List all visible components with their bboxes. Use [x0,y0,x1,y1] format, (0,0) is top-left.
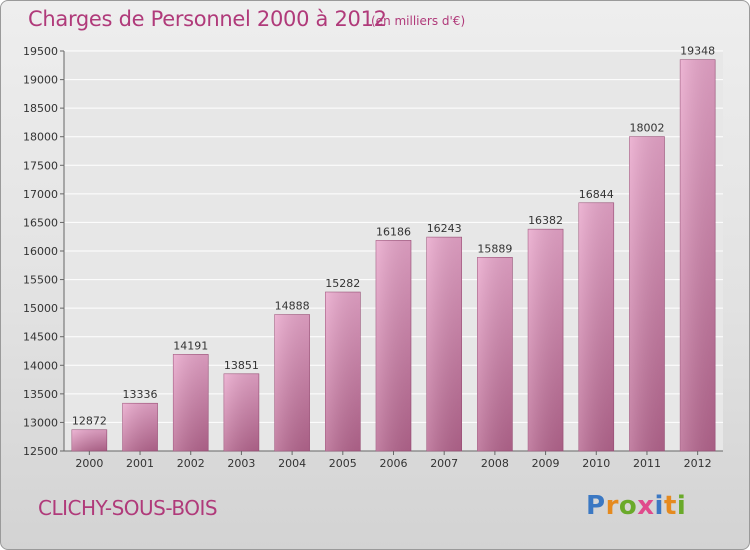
location-label: CLICHY-SOUS-BOIS [38,496,218,520]
x-tick-label: 2003 [227,457,255,470]
bar-shade [528,229,564,451]
x-tick-label: 2004 [278,457,306,470]
x-tick-label: 2011 [633,457,661,470]
y-tick-label: 14000 [23,359,58,372]
bar-shade [376,240,411,451]
y-tick-label: 17500 [23,159,58,172]
bar-shade [477,257,513,451]
data-label: 15282 [325,277,360,290]
chart-title: Charges de Personnel 2000 à 2012 [28,7,387,31]
bar-shade [223,373,259,451]
x-tick-label: 2000 [75,457,103,470]
y-tick-label: 16000 [23,245,58,258]
y-tick-label: 15500 [23,274,58,287]
bar-shade [274,314,310,451]
bar-shade [122,403,158,451]
data-label: 14888 [275,300,310,313]
data-label: 15889 [477,242,512,255]
y-tick-label: 12500 [23,445,58,458]
bar-shade [173,354,209,451]
y-tick-label: 18000 [23,131,58,144]
bar-shade [629,136,665,451]
bar-shade [71,429,107,451]
data-label: 14191 [173,339,208,352]
proxiti-logo: Proxiti [586,491,687,521]
data-label: 13851 [224,359,259,372]
bar-shade [325,292,361,451]
data-label: 16844 [579,188,614,201]
data-label: 16243 [427,222,462,235]
data-label: 19348 [680,45,715,58]
data-label: 16186 [376,225,411,238]
x-tick-label: 2005 [329,457,357,470]
x-tick-label: 2009 [532,457,560,470]
x-tick-label: 2007 [430,457,458,470]
bar-shade [578,202,614,451]
x-tick-label: 2008 [481,457,509,470]
data-label: 16382 [528,214,563,227]
data-label: 12872 [72,415,107,428]
x-tick-label: 2002 [177,457,205,470]
data-label: 18002 [629,122,664,135]
chart-subtitle: (en milliers d'€) [371,14,466,28]
x-tick-label: 2012 [684,457,712,470]
y-tick-label: 13500 [23,388,58,401]
data-label: 13336 [123,388,158,401]
y-tick-label: 17000 [23,188,58,201]
y-tick-label: 16500 [23,216,58,229]
x-tick-label: 2001 [126,457,154,470]
y-tick-label: 15000 [23,302,58,315]
x-tick-label: 2010 [582,457,610,470]
y-tick-label: 18500 [23,102,58,115]
y-tick-label: 19500 [23,45,58,58]
x-tick-label: 2006 [380,457,408,470]
bar-shade [426,237,462,451]
y-tick-label: 14500 [23,331,58,344]
bar-shade [680,59,716,451]
y-tick-label: 19000 [23,74,58,87]
y-tick-label: 13000 [23,416,58,429]
